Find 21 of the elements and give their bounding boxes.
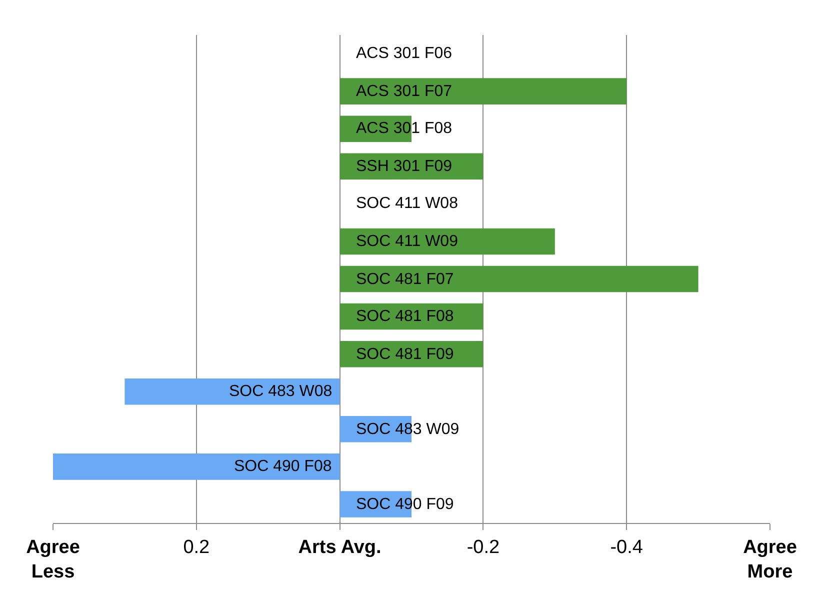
bar — [340, 78, 627, 104]
y-tick-label: SOC 411 W09 — [356, 233, 458, 250]
y-tick-label: SSH 301 F09 — [356, 158, 452, 175]
y-tick-label: SOC 483 W08 — [229, 383, 332, 400]
y-tick-label: SOC 481 F07 — [356, 271, 454, 288]
bar — [124, 378, 340, 405]
x-tick-label: -0.4 — [610, 536, 644, 558]
x-tick-label: Agree More — [743, 536, 797, 582]
x-tick-label: 0.2 — [183, 536, 210, 558]
x-tick-label: Agree Less — [26, 536, 80, 582]
bar — [340, 266, 698, 292]
x-tick-label: Arts Avg. — [298, 536, 382, 558]
x-tick-label: -0.2 — [466, 536, 500, 558]
y-tick-label: SOC 481 F08 — [356, 308, 454, 325]
bar — [340, 228, 555, 255]
y-tick-label: SOC 481 F09 — [356, 346, 454, 363]
y-tick-label: ACS 301 F06 — [356, 45, 452, 62]
bar — [53, 454, 340, 480]
y-tick-label: ACS 301 F07 — [356, 83, 452, 100]
y-tick-label: SOC 490 F08 — [234, 458, 332, 475]
y-tick-label: SOC 411 W08 — [356, 195, 458, 212]
